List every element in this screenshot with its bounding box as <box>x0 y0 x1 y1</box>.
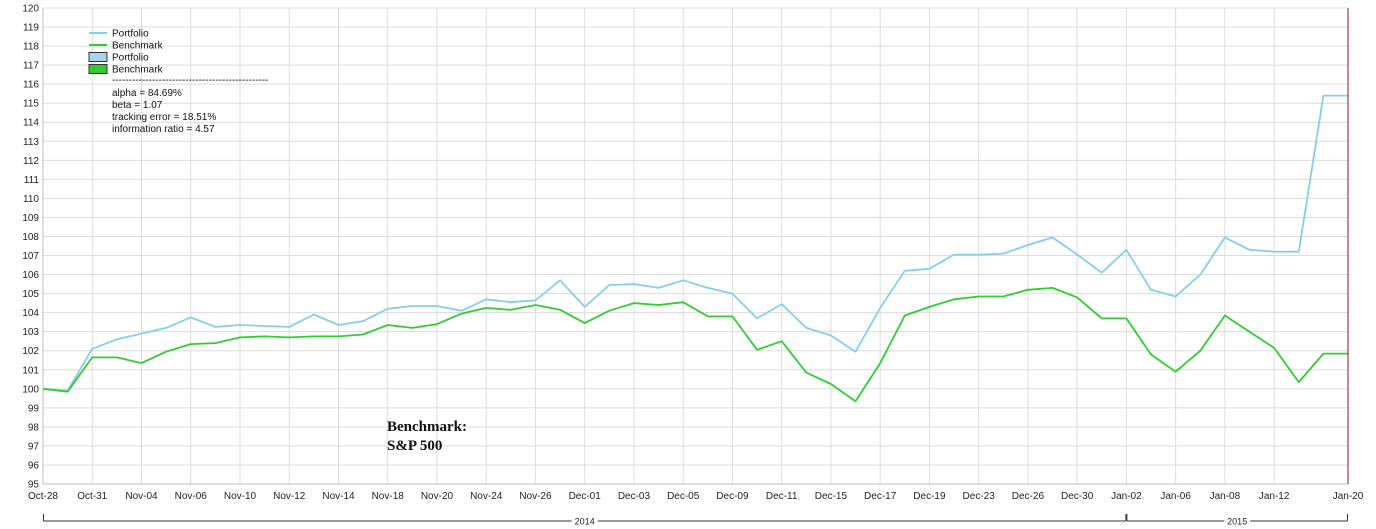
x-tick-label: Nov-14 <box>322 491 355 502</box>
y-tick-label: 96 <box>28 460 40 471</box>
legend-label: Portfolio <box>112 29 149 40</box>
x-tick-label: Nov-10 <box>224 491 257 502</box>
legend-label: Benchmark <box>112 65 164 76</box>
x-tick-label: Dec-03 <box>618 491 651 502</box>
x-tick-label: Jan-12 <box>1259 491 1290 502</box>
x-tick-label: Jan-02 <box>1111 491 1142 502</box>
x-tick-label: Nov-26 <box>519 491 552 502</box>
x-tick-label: Dec-15 <box>815 491 848 502</box>
x-tick-label: Jan-08 <box>1210 491 1241 502</box>
y-tick-label: 112 <box>23 156 39 167</box>
y-tick-label: 117 <box>23 61 39 72</box>
x-tick-label: Nov-04 <box>125 491 158 502</box>
y-tick-label: 100 <box>22 384 39 395</box>
y-tick-label: 103 <box>22 327 39 338</box>
year-axis: 2014 2015 <box>43 514 1348 527</box>
y-tick-label: 97 <box>28 441 40 452</box>
x-tick-label: Dec-01 <box>569 491 602 502</box>
legend-swatch-box <box>88 64 108 74</box>
x-tick-label: Jan-06 <box>1160 491 1191 502</box>
series-group <box>42 94 1348 403</box>
annotation-line-1: Benchmark: <box>387 419 467 435</box>
y-tick-label: 115 <box>23 99 39 110</box>
x-tick-label: Nov-24 <box>470 491 503 502</box>
y-tick-label: 118 <box>23 42 39 53</box>
y-tick-label: 99 <box>28 403 40 414</box>
x-tick-label: Oct-31 <box>77 491 107 502</box>
x-tick-label: Nov-20 <box>421 491 454 502</box>
y-tick-label: 105 <box>22 289 39 300</box>
stat-line: beta = 1.07 <box>112 100 163 111</box>
y-tick-label: 114 <box>23 118 39 129</box>
legend: PortfolioBenchmarkPortfolioBenchmark----… <box>88 29 269 86</box>
annotation-line-2: S&P 500 <box>387 438 442 454</box>
legend-label: Portfolio <box>112 53 149 64</box>
x-tick-label: Dec-05 <box>667 491 700 502</box>
y-axis-ticks: 95 96 97 98 99 100 101 102 103 104 105 106 107 108 109… <box>22 4 39 491</box>
legend-swatch-box <box>88 52 108 62</box>
x-tick-label: Nov-06 <box>175 491 208 502</box>
x-tick-label: Dec-09 <box>716 491 749 502</box>
y-tick-label: 116 <box>23 80 39 91</box>
y-tick-label: 109 <box>22 213 39 224</box>
year-label: 2015 <box>1227 517 1247 527</box>
y-tick-label: 111 <box>24 175 40 186</box>
stat-line: information ratio = 4.57 <box>112 124 215 135</box>
legend-separator: ----------------------------------------… <box>112 75 269 86</box>
x-tick-label: Oct-28 <box>28 491 58 502</box>
x-tick-label: Jan-20 <box>1333 491 1364 502</box>
y-tick-label: 98 <box>28 422 40 433</box>
x-tick-label: Dec-17 <box>864 491 897 502</box>
series-line-benchmark <box>42 287 1348 403</box>
legend-label: Benchmark <box>112 41 164 52</box>
y-tick-label: 120 <box>22 4 39 15</box>
series-line-portfolio <box>42 94 1348 392</box>
year-label: 2014 <box>575 517 595 527</box>
x-tick-label: Dec-26 <box>1012 491 1045 502</box>
x-tick-label: Dec-30 <box>1061 491 1094 502</box>
x-tick-label: Nov-18 <box>372 491 405 502</box>
y-tick-label: 95 <box>28 480 40 491</box>
y-tick-label: 101 <box>22 365 39 376</box>
y-tick-label: 110 <box>23 194 39 205</box>
y-tick-label: 119 <box>23 23 39 34</box>
y-tick-label: 102 <box>22 346 39 357</box>
y-tick-label: 106 <box>22 270 39 281</box>
grid <box>42 7 1349 485</box>
stat-line: alpha = 84.69% <box>112 88 182 99</box>
stat-line: tracking error = 18.51% <box>112 112 216 123</box>
x-tick-label: Dec-11 <box>766 491 798 502</box>
x-axis-ticks: Oct-28 Oct-31 Nov-04 Nov-06 Nov-10 Nov-12 Nov-… <box>28 491 1364 502</box>
y-tick-label: 107 <box>22 251 39 262</box>
y-tick-label: 104 <box>22 308 39 319</box>
y-tick-label: 108 <box>22 232 39 243</box>
y-tick-label: 113 <box>23 137 39 148</box>
x-tick-label: Dec-23 <box>963 491 996 502</box>
x-tick-label: Nov-12 <box>273 491 306 502</box>
x-tick-label: Dec-19 <box>913 491 946 502</box>
